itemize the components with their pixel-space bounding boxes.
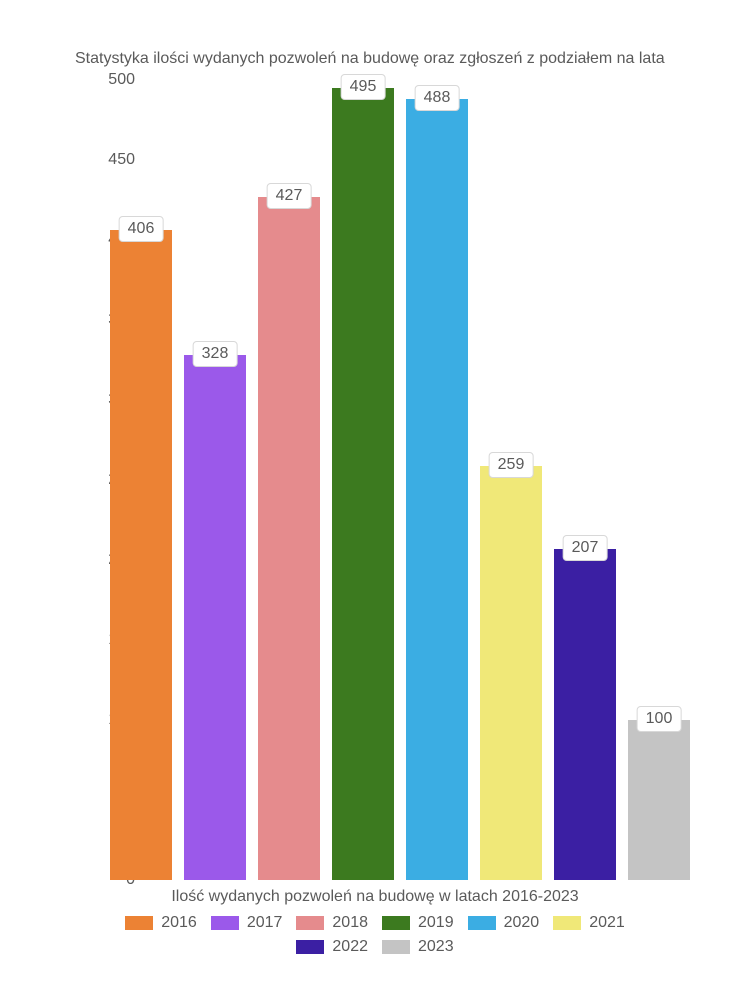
legend-item-2021: 2021 [553, 914, 625, 932]
legend-swatch-icon [296, 916, 324, 930]
legend-item-2019: 2019 [382, 914, 454, 932]
legend-label: 2017 [247, 914, 283, 932]
chart-container: Statystyka ilości wydanych pozwoleń na b… [0, 0, 750, 1000]
legend-swatch-icon [211, 916, 239, 930]
legend-label: 2022 [332, 938, 368, 956]
bar-label-2021: 259 [489, 452, 534, 478]
legend-label: 2018 [332, 914, 368, 932]
legend-swatch-icon [468, 916, 496, 930]
legend-label: 2021 [589, 914, 625, 932]
legend-swatch-icon [382, 916, 410, 930]
legend-row: 2016 2017 2018 2019 2020 2021 [50, 914, 700, 932]
legend-label: 2019 [418, 914, 454, 932]
bar-2017 [184, 355, 246, 880]
legend-swatch-icon [296, 940, 324, 954]
bar-2023 [628, 720, 690, 880]
chart-title: Statystyka ilości wydanych pozwoleń na b… [75, 50, 665, 68]
bar-label-2016: 406 [119, 216, 164, 242]
bar-label-2020: 488 [415, 85, 460, 111]
legend-label: 2020 [504, 914, 540, 932]
bar-label-2023: 100 [637, 706, 682, 732]
x-axis-label: Ilość wydanych pozwoleń na budowę w lata… [171, 888, 578, 906]
bar-label-2018: 427 [267, 183, 312, 209]
legend-swatch-icon [125, 916, 153, 930]
bar-2021 [480, 466, 542, 880]
chart-legend: 2016 2017 2018 2019 2020 2021 2022 2023 [50, 914, 700, 962]
legend-label: 2023 [418, 938, 454, 956]
bar-2018 [258, 197, 320, 880]
bar-label-2022: 207 [563, 535, 608, 561]
legend-row: 2022 2023 [50, 938, 700, 956]
legend-item-2018: 2018 [296, 914, 368, 932]
legend-item-2022: 2022 [296, 938, 368, 956]
bar-2020 [406, 99, 468, 880]
legend-item-2017: 2017 [211, 914, 283, 932]
legend-item-2020: 2020 [468, 914, 540, 932]
bar-2022 [554, 549, 616, 880]
legend-item-2023: 2023 [382, 938, 454, 956]
bar-2016 [110, 230, 172, 880]
bar-label-2017: 328 [193, 341, 238, 367]
legend-swatch-icon [553, 916, 581, 930]
legend-label: 2016 [161, 914, 197, 932]
plot-area: 406328427495488259207100 [100, 80, 700, 880]
legend-swatch-icon [382, 940, 410, 954]
legend-item-2016: 2016 [125, 914, 197, 932]
bar-label-2019: 495 [341, 74, 386, 100]
bar-2019 [332, 88, 394, 880]
